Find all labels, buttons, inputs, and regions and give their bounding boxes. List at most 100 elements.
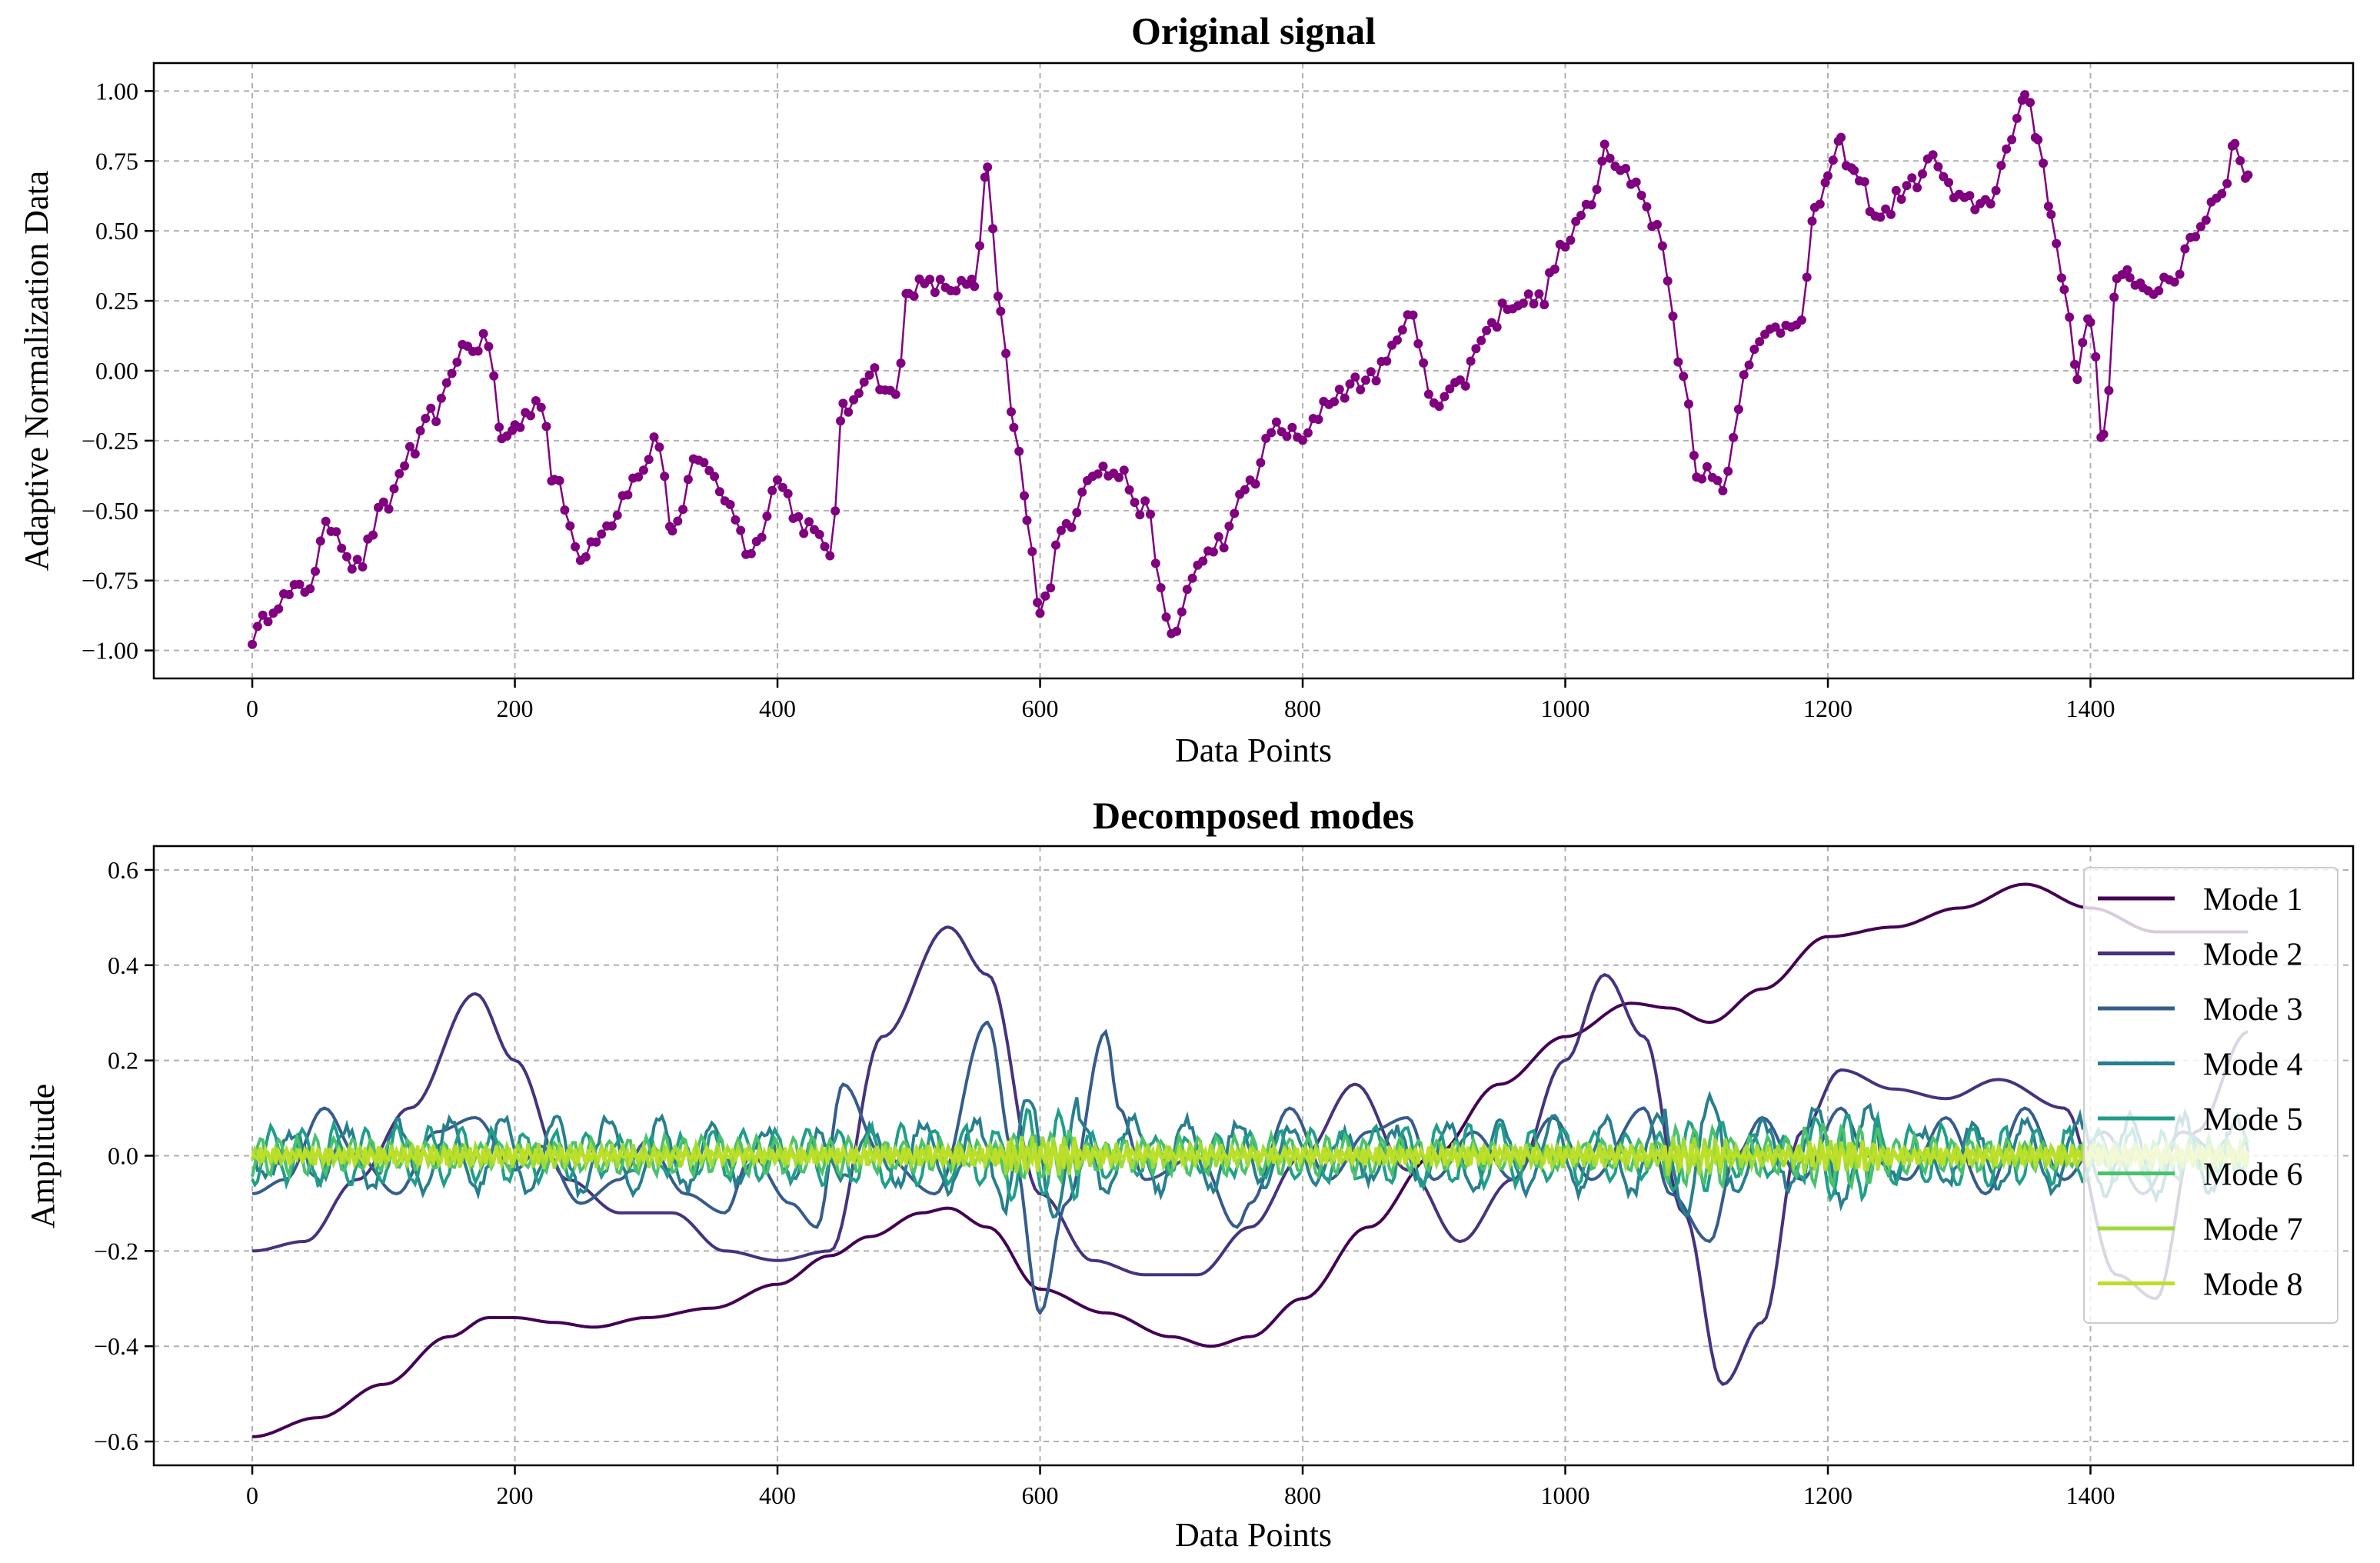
data-point bbox=[1157, 583, 1166, 592]
data-point bbox=[799, 529, 808, 538]
data-point bbox=[1566, 235, 1575, 245]
legend-label: Mode 6 bbox=[2203, 1158, 2303, 1193]
data-point bbox=[1587, 200, 1596, 209]
data-point bbox=[311, 567, 320, 576]
data-point bbox=[2070, 360, 2079, 369]
data-point bbox=[1440, 392, 1449, 402]
y-tick-label: −0.25 bbox=[82, 427, 138, 455]
data-point bbox=[1849, 166, 1859, 175]
data-point bbox=[411, 449, 420, 458]
data-point bbox=[2104, 386, 2113, 395]
data-point bbox=[1482, 326, 1491, 335]
data-point bbox=[1001, 349, 1010, 358]
data-point bbox=[2039, 158, 2048, 168]
x-tick-label: 800 bbox=[1284, 1481, 1321, 1509]
data-point bbox=[416, 426, 425, 435]
data-point bbox=[353, 555, 362, 564]
legend-label: Mode 4 bbox=[2203, 1048, 2303, 1083]
data-point bbox=[1356, 385, 1365, 395]
y-tick-label: 0.75 bbox=[95, 147, 138, 175]
data-point bbox=[815, 530, 824, 539]
data-point bbox=[1593, 185, 1602, 194]
data-point bbox=[1023, 516, 1032, 525]
data-point bbox=[925, 275, 934, 284]
data-point bbox=[489, 372, 498, 381]
data-point bbox=[560, 505, 569, 515]
data-point bbox=[731, 515, 740, 525]
data-point bbox=[1303, 428, 1313, 438]
x-tick-label: 1400 bbox=[2066, 1481, 2115, 1509]
legend-label: Mode 2 bbox=[2203, 938, 2303, 973]
data-point bbox=[1125, 485, 1134, 495]
data-point bbox=[2222, 179, 2232, 188]
data-point bbox=[342, 552, 351, 562]
data-point bbox=[2099, 430, 2109, 439]
data-point bbox=[804, 517, 814, 526]
data-point bbox=[1033, 598, 1042, 607]
data-point bbox=[660, 472, 669, 481]
data-point bbox=[2002, 145, 2011, 154]
data-point bbox=[980, 172, 990, 182]
data-point bbox=[1902, 181, 1912, 190]
y-tick-label: 0.25 bbox=[95, 287, 138, 315]
data-point bbox=[1534, 289, 1543, 298]
data-point bbox=[1014, 447, 1024, 456]
x-tick-label: 200 bbox=[497, 695, 534, 722]
data-point bbox=[836, 416, 845, 425]
data-point bbox=[2091, 352, 2100, 362]
data-point bbox=[421, 414, 430, 423]
data-point bbox=[1632, 178, 1641, 187]
data-point bbox=[1836, 133, 1846, 142]
legend-label: Mode 5 bbox=[2203, 1102, 2303, 1138]
data-point bbox=[897, 358, 906, 368]
data-point bbox=[390, 484, 399, 493]
x-tick-label: 1000 bbox=[1541, 695, 1590, 722]
data-point bbox=[1072, 508, 1081, 517]
data-point bbox=[1198, 557, 1207, 566]
data-point bbox=[2012, 114, 2022, 123]
data-point bbox=[1077, 488, 1087, 497]
data-point bbox=[996, 307, 1005, 316]
y-tick-label: −0.2 bbox=[94, 1237, 138, 1265]
data-point bbox=[1829, 155, 1838, 165]
data-point bbox=[1876, 212, 1885, 222]
data-point bbox=[1823, 172, 1832, 181]
data-point bbox=[1230, 509, 1239, 518]
data-point bbox=[1886, 210, 1896, 219]
data-point bbox=[773, 475, 782, 485]
data-point bbox=[1461, 382, 1470, 391]
y-tick-label: 0.6 bbox=[108, 856, 138, 884]
data-point bbox=[337, 544, 346, 553]
data-point bbox=[1214, 532, 1223, 542]
data-point bbox=[1476, 336, 1486, 345]
data-point bbox=[757, 533, 767, 542]
chart-title: Original signal bbox=[1131, 9, 1376, 52]
data-point bbox=[1965, 191, 1974, 200]
x-tick-label: 1000 bbox=[1541, 1481, 1590, 1509]
data-point bbox=[321, 517, 331, 526]
data-point bbox=[331, 527, 341, 536]
data-point bbox=[838, 398, 847, 408]
data-point bbox=[1734, 405, 1743, 414]
ticks: 0 200 400 600 800 1000 1200 1400−1.00−0.75−0.50… bbox=[82, 77, 2115, 722]
data-point bbox=[1267, 428, 1276, 438]
data-point bbox=[1051, 541, 1060, 550]
data-point bbox=[2154, 286, 2163, 295]
data-point bbox=[767, 486, 777, 495]
data-point bbox=[1251, 479, 1260, 488]
data-point bbox=[295, 580, 305, 589]
data-point bbox=[1663, 276, 1673, 285]
y-tick-label: 0.00 bbox=[95, 357, 138, 385]
data-point bbox=[1409, 311, 1418, 320]
data-point bbox=[2243, 171, 2252, 180]
data-point bbox=[565, 522, 574, 531]
x-tick-label: 600 bbox=[1022, 1481, 1059, 1509]
data-point bbox=[1703, 462, 1712, 472]
data-point bbox=[1689, 451, 1699, 460]
data-point bbox=[2175, 270, 2185, 279]
data-point bbox=[1188, 574, 1197, 583]
data-point bbox=[1550, 265, 1559, 274]
data-point bbox=[2122, 265, 2132, 275]
data-point bbox=[736, 526, 745, 535]
data-point bbox=[2235, 156, 2245, 165]
